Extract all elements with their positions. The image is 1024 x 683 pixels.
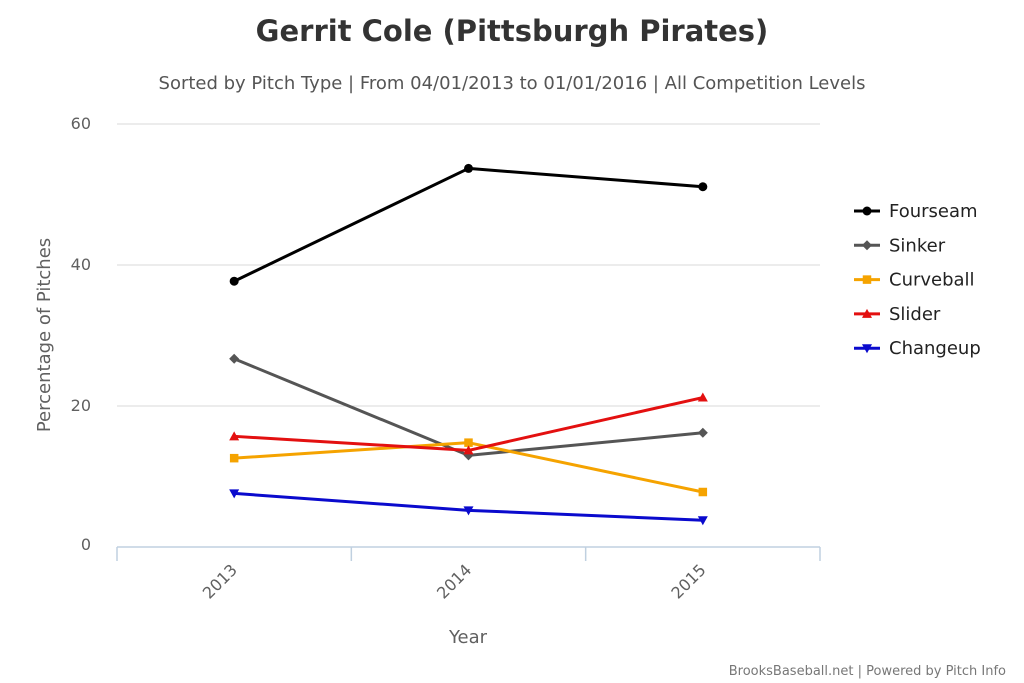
x-axis-title: Year <box>448 627 488 648</box>
legend-item-slider[interactable]: Slider <box>854 304 941 325</box>
data-point-fourseam[interactable] <box>698 182 708 192</box>
legend: Fourseam Sinker Curveball Slider Changeup <box>854 201 981 359</box>
data-point-curveball[interactable] <box>698 487 708 497</box>
y-tick-label: 60 <box>71 114 91 133</box>
series-group <box>229 163 708 526</box>
x-tick-label: 2013 <box>199 560 241 602</box>
chart-title: Gerrit Cole (Pittsburgh Pirates) <box>256 14 769 48</box>
series-line-fourseam <box>233 166 703 283</box>
series-slider <box>229 392 708 455</box>
data-point-changeup[interactable] <box>697 516 708 526</box>
y-axis-ticks: 0 20 40 60 <box>71 114 91 554</box>
legend-marker <box>862 206 872 216</box>
series-curveball <box>229 438 708 497</box>
x-tick-label: 2014 <box>433 560 475 602</box>
legend-label: Curveball <box>889 270 975 291</box>
chart-subtitle: Sorted by Pitch Type | From 04/01/2013 t… <box>159 73 866 94</box>
legend-marker <box>862 308 872 318</box>
y-tick-label: 0 <box>81 535 91 554</box>
legend-item-sinker[interactable]: Sinker <box>854 235 946 256</box>
data-point-curveball[interactable] <box>229 453 239 463</box>
legend-marker <box>862 344 872 354</box>
x-tick-label: 2015 <box>667 560 709 602</box>
data-point-sinker[interactable] <box>697 427 708 438</box>
data-point-fourseam[interactable] <box>464 163 473 173</box>
data-point-changeup[interactable] <box>229 489 240 499</box>
series-changeup <box>229 489 708 526</box>
legend-label: Slider <box>889 304 941 325</box>
y-axis-title: Percentage of Pitches <box>34 238 55 432</box>
data-point-fourseam[interactable] <box>229 276 239 286</box>
legend-label: Sinker <box>889 235 946 256</box>
legend-item-fourseam[interactable]: Fourseam <box>854 201 978 222</box>
data-point-curveball[interactable] <box>464 438 473 447</box>
data-point-slider[interactable] <box>229 431 240 441</box>
legend-marker <box>862 240 872 251</box>
data-point-slider[interactable] <box>463 445 474 455</box>
x-axis: 2013 2014 2015 <box>116 546 821 603</box>
data-point-sinker[interactable] <box>229 353 240 364</box>
y-tick-label: 40 <box>71 255 91 274</box>
credits-text[interactable]: BrooksBaseball.net | Powered by Pitch In… <box>729 664 1006 679</box>
legend-label: Fourseam <box>889 201 978 222</box>
legend-item-changeup[interactable]: Changeup <box>854 338 981 359</box>
series-fourseam <box>229 163 708 286</box>
legend-label: Changeup <box>889 338 981 359</box>
data-point-changeup[interactable] <box>463 506 474 516</box>
gridlines <box>117 123 820 407</box>
legend-marker <box>862 275 872 284</box>
data-point-slider[interactable] <box>697 392 708 402</box>
y-tick-label: 20 <box>71 396 91 415</box>
legend-item-curveball[interactable]: Curveball <box>854 270 975 291</box>
